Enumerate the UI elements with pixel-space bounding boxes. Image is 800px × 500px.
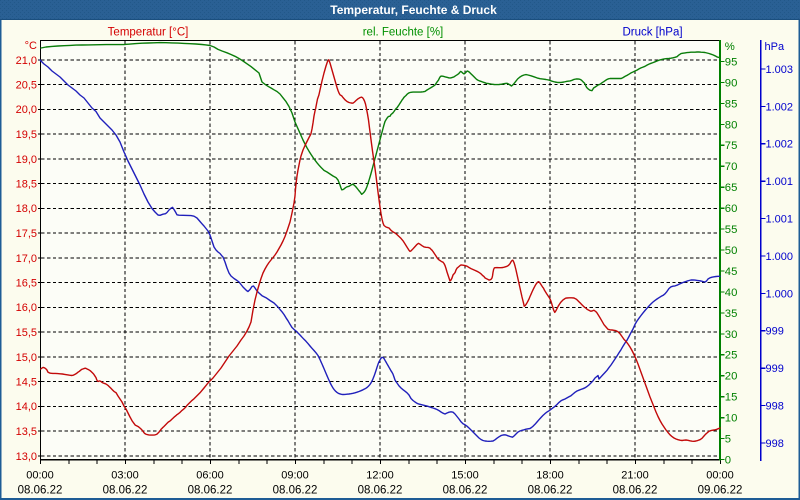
- svg-text:20,5: 20,5: [16, 80, 37, 92]
- svg-text:°C: °C: [25, 40, 37, 52]
- svg-text:1.001: 1.001: [766, 214, 794, 226]
- svg-text:08.06.22: 08.06.22: [273, 485, 318, 497]
- svg-text:20,0: 20,0: [16, 104, 37, 116]
- svg-text:1.001: 1.001: [766, 176, 794, 188]
- svg-text:08.06.22: 08.06.22: [528, 485, 573, 497]
- svg-text:18,5: 18,5: [16, 179, 37, 191]
- svg-text:25: 25: [725, 350, 738, 362]
- svg-text:19,0: 19,0: [16, 154, 37, 166]
- svg-text:%: %: [725, 41, 735, 53]
- svg-text:hPa: hPa: [765, 41, 785, 53]
- svg-text:Temperatur [°C]: Temperatur [°C]: [108, 26, 189, 38]
- svg-text:08.06.22: 08.06.22: [613, 485, 658, 497]
- svg-text:12:00: 12:00: [366, 470, 394, 482]
- svg-text:15: 15: [725, 392, 738, 404]
- svg-text:20: 20: [725, 371, 738, 383]
- svg-text:13,0: 13,0: [16, 451, 37, 463]
- svg-text:10: 10: [725, 413, 738, 425]
- svg-text:08.06.22: 08.06.22: [18, 485, 63, 497]
- svg-text:65: 65: [725, 182, 738, 194]
- svg-text:08.06.22: 08.06.22: [103, 485, 148, 497]
- svg-text:18,0: 18,0: [16, 203, 37, 215]
- svg-text:15,5: 15,5: [16, 327, 37, 339]
- svg-text:00:00: 00:00: [706, 470, 734, 482]
- svg-text:1.000: 1.000: [766, 251, 794, 263]
- svg-text:30: 30: [725, 329, 738, 341]
- svg-text:90: 90: [725, 77, 738, 89]
- svg-text:35: 35: [725, 308, 738, 320]
- svg-text:998: 998: [766, 438, 784, 450]
- svg-text:21:00: 21:00: [621, 470, 649, 482]
- svg-text:Temperatur, Feuchte & Druck: Temperatur, Feuchte & Druck: [330, 3, 497, 17]
- svg-text:06:00: 06:00: [196, 470, 224, 482]
- svg-text:13,5: 13,5: [16, 426, 37, 438]
- svg-text:55: 55: [725, 224, 738, 236]
- svg-text:03:00: 03:00: [111, 470, 139, 482]
- svg-text:19,5: 19,5: [16, 129, 37, 141]
- svg-text:75: 75: [725, 140, 738, 152]
- svg-text:15,0: 15,0: [16, 352, 37, 364]
- svg-text:16,5: 16,5: [16, 278, 37, 290]
- svg-text:70: 70: [725, 161, 738, 173]
- svg-text:50: 50: [725, 245, 738, 257]
- svg-text:998: 998: [766, 401, 784, 413]
- svg-text:95: 95: [725, 56, 738, 68]
- svg-text:09:00: 09:00: [281, 470, 309, 482]
- svg-text:21,0: 21,0: [16, 55, 37, 67]
- svg-text:08.06.22: 08.06.22: [358, 485, 403, 497]
- svg-text:14,5: 14,5: [16, 377, 37, 389]
- svg-text:09.06.22: 09.06.22: [698, 485, 743, 497]
- svg-text:999: 999: [766, 363, 784, 375]
- svg-text:60: 60: [725, 203, 738, 215]
- svg-text:1.000: 1.000: [766, 288, 794, 300]
- svg-text:1.002: 1.002: [766, 139, 794, 151]
- svg-text:15:00: 15:00: [451, 470, 479, 482]
- svg-text:14,0: 14,0: [16, 401, 37, 413]
- svg-text:1.002: 1.002: [766, 101, 794, 113]
- svg-text:Druck [hPa]: Druck [hPa]: [622, 26, 682, 38]
- svg-text:1.003: 1.003: [766, 64, 794, 76]
- svg-text:16,0: 16,0: [16, 302, 37, 314]
- svg-text:08.06.22: 08.06.22: [443, 485, 488, 497]
- svg-text:5: 5: [725, 434, 731, 446]
- svg-text:00:00: 00:00: [26, 470, 54, 482]
- svg-text:08.06.22: 08.06.22: [188, 485, 233, 497]
- svg-text:999: 999: [766, 326, 784, 338]
- svg-text:17,0: 17,0: [16, 253, 37, 265]
- svg-text:0: 0: [725, 455, 731, 467]
- svg-text:40: 40: [725, 287, 738, 299]
- svg-text:80: 80: [725, 119, 738, 131]
- svg-text:18:00: 18:00: [536, 470, 564, 482]
- svg-text:45: 45: [725, 266, 738, 278]
- svg-text:17,5: 17,5: [16, 228, 37, 240]
- svg-text:rel. Feuchte [%]: rel. Feuchte [%]: [363, 26, 444, 38]
- svg-text:85: 85: [725, 98, 738, 110]
